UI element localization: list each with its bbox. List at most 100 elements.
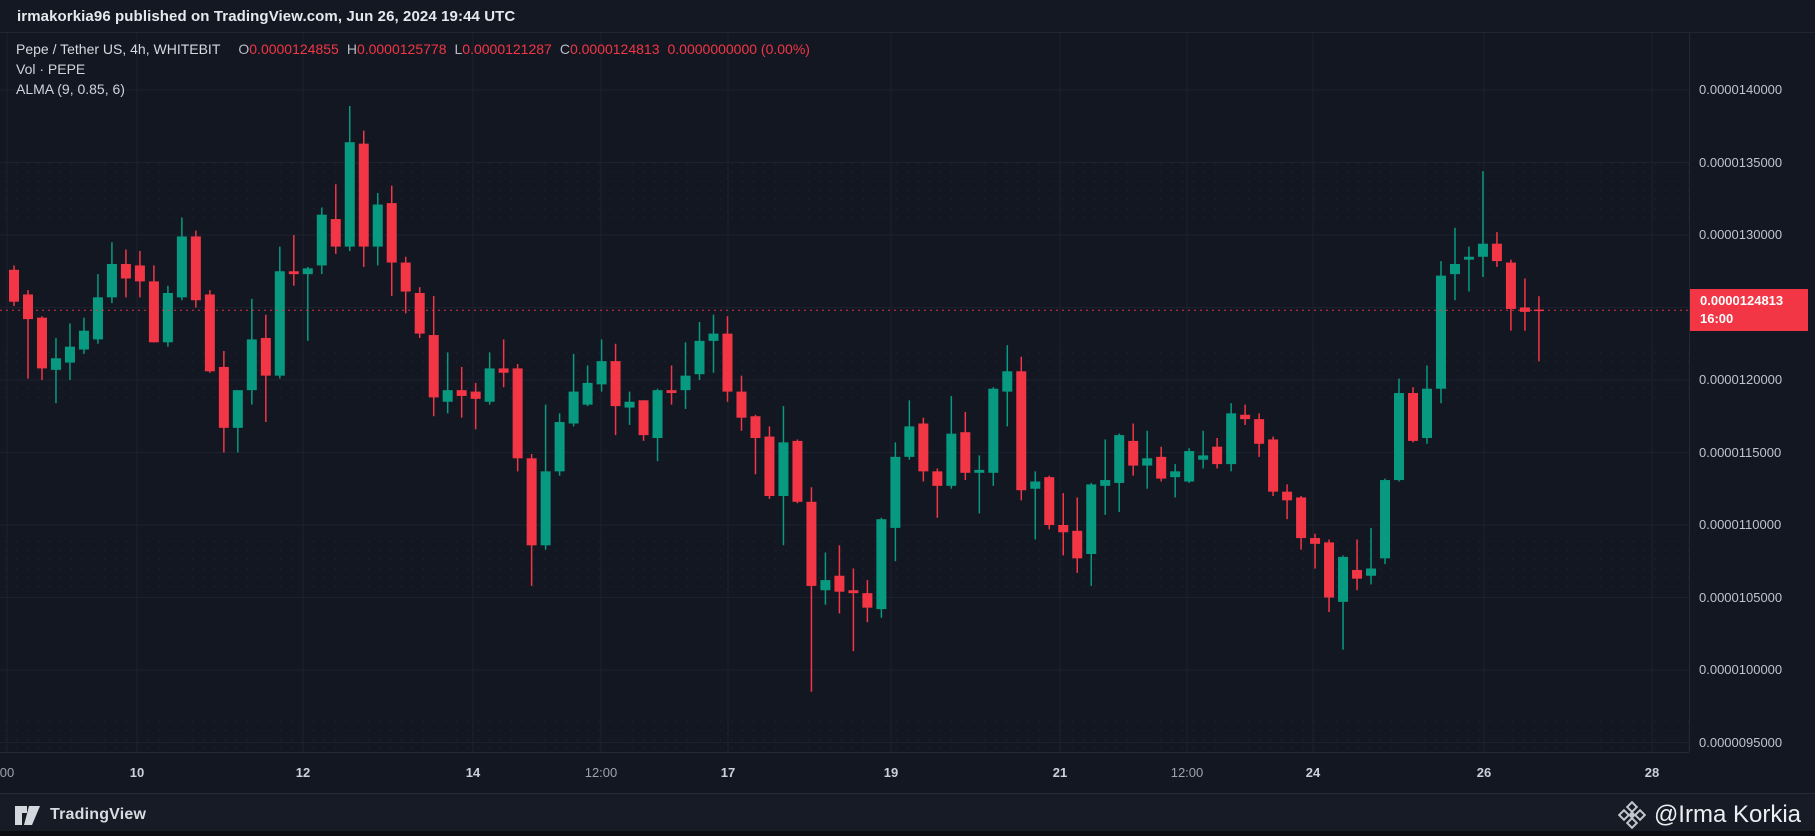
- candle-body: [1352, 569, 1363, 579]
- candle-body: [596, 361, 607, 385]
- candle-body: [414, 293, 425, 334]
- candle-body: [1058, 525, 1069, 533]
- time-tick-label: 28: [1644, 765, 1660, 780]
- candle-body: [750, 416, 761, 438]
- price-tick-label: 0.0000100000: [1699, 662, 1783, 677]
- candle-body: [946, 433, 957, 486]
- ohlc-value: 0.0000124813: [569, 41, 660, 57]
- change-value: 0.0000000000 (0.00%): [667, 41, 810, 57]
- last-price-tag: 0.0000124813 16:00: [1690, 289, 1808, 332]
- candle-body: [260, 337, 271, 376]
- candle-body: [1016, 371, 1027, 491]
- candle-body: [820, 580, 831, 591]
- candle-body: [1100, 480, 1111, 486]
- candle-body: [1519, 307, 1530, 312]
- candle-body: [1212, 446, 1223, 465]
- price-tick-label: 0.0000110000: [1699, 517, 1782, 532]
- candle-body: [344, 142, 355, 247]
- ohlc-prefix: C: [559, 41, 570, 57]
- candlestick-chart: [0, 33, 1689, 752]
- candle-body: [1170, 471, 1181, 478]
- candle-body: [1282, 491, 1293, 501]
- candle-body: [890, 456, 901, 528]
- candle-body: [1380, 480, 1391, 559]
- candle-body: [1044, 477, 1055, 525]
- ohlc-prefix: O: [238, 41, 250, 57]
- candle-body: [470, 391, 481, 399]
- ohlc-value: 0.0000125778: [356, 41, 447, 57]
- candle-body: [624, 401, 635, 408]
- candle-body: [1030, 481, 1041, 489]
- candle-body: [1449, 264, 1460, 275]
- footer-bar: TradingView @Irma Korkia: [0, 793, 1815, 836]
- price-tick-label: 0.0000115000: [1699, 444, 1782, 460]
- ohlc-value: 0.0000124855: [249, 41, 339, 57]
- candle-body: [498, 368, 509, 373]
- candle-body: [764, 436, 775, 496]
- time-tick-label: 26: [1476, 765, 1492, 780]
- candle-body: [876, 519, 887, 610]
- symbol-title: Pepe / Tether US, 4h, WHITEBIT: [16, 41, 221, 57]
- candle-body: [1394, 393, 1405, 481]
- price-axis[interactable]: 0.0000124813 16:00 0.0000140000 0.0000135…: [1689, 33, 1815, 752]
- candle-body: [722, 333, 733, 392]
- candle-body: [1114, 435, 1125, 483]
- time-tick-label: 14: [465, 765, 481, 780]
- candle-body: [1254, 419, 1265, 444]
- time-axis[interactable]: 00 10 12 14 12:00 17 19 21 12:00 24 26 28: [0, 752, 1689, 793]
- price-tick-label: 0.0000095000: [1699, 734, 1783, 750]
- price-tick-label: 0.0000140000: [1699, 82, 1783, 97]
- candle-body: [1324, 542, 1335, 598]
- candle-body: [1505, 262, 1516, 309]
- candle-body: [666, 390, 677, 394]
- candle-body: [316, 214, 327, 266]
- candle-body: [1310, 538, 1321, 544]
- candle-body: [120, 264, 131, 279]
- candle-body: [1421, 388, 1432, 438]
- candle-body: [22, 294, 33, 320]
- legend-symbol-row[interactable]: Pepe / Tether US, 4h, WHITEBIT O0.0000124…: [16, 39, 810, 59]
- candle-body: [512, 368, 523, 459]
- publish-title: irmakorkia96 published on TradingView.co…: [17, 7, 516, 25]
- last-price-value: 0.0000124813: [1700, 293, 1784, 309]
- candle-body: [736, 391, 747, 418]
- time-tick-label: 00: [0, 765, 15, 780]
- alma-indicator-label: ALMA (9, 0.85, 6): [16, 81, 125, 97]
- candle-body: [834, 575, 845, 592]
- publish-header: irmakorkia96 published on TradingView.co…: [0, 0, 1815, 33]
- chart-legend: Pepe / Tether US, 4h, WHITEBIT O0.0000124…: [16, 39, 810, 99]
- candle-body: [36, 317, 47, 369]
- time-tick-label: 12:00: [1170, 765, 1204, 780]
- candle-body: [988, 388, 999, 473]
- tradingview-brand[interactable]: TradingView: [0, 805, 146, 826]
- candle-body: [176, 236, 187, 298]
- time-tick-label: 21: [1052, 765, 1068, 780]
- candle-body: [1296, 497, 1307, 539]
- chart-canvas[interactable]: Pepe / Tether US, 4h, WHITEBIT O0.0000124…: [0, 33, 1689, 752]
- time-tick-label: 10: [129, 765, 145, 780]
- candle-body: [862, 593, 873, 608]
- candle-body: [568, 391, 579, 424]
- candle-body: [778, 442, 789, 496]
- candle-body: [386, 203, 397, 263]
- time-tick-label: 12:00: [584, 765, 618, 780]
- candle-body: [204, 294, 215, 372]
- candle-body: [1086, 484, 1097, 554]
- candle-body: [428, 335, 439, 398]
- candle-body: [1366, 568, 1377, 576]
- author-handle: @Irma Korkia: [1653, 801, 1801, 828]
- ohlc-value: 0.0000121287: [462, 41, 552, 57]
- candle-body: [582, 382, 593, 405]
- candle-body: [50, 358, 61, 370]
- candle-body: [190, 236, 201, 301]
- candle-body: [1198, 455, 1209, 460]
- legend-alma-row[interactable]: ALMA (9, 0.85, 6): [16, 79, 810, 99]
- bottom-edge-strip: [0, 831, 1815, 836]
- candle-body: [848, 590, 859, 594]
- tradingview-brand-text: TradingView: [50, 806, 147, 823]
- legend-volume-row[interactable]: Vol · PEPE: [16, 59, 810, 79]
- candle-body: [1477, 243, 1488, 257]
- last-price-time: 16:00: [1700, 311, 1734, 327]
- candle-body: [974, 469, 985, 473]
